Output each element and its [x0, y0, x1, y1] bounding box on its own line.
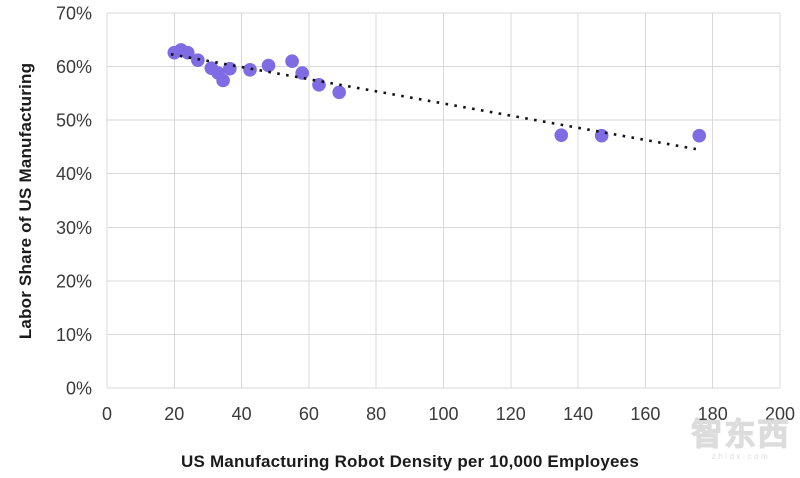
x-tick-label: 200 — [765, 404, 795, 424]
data-point — [295, 66, 309, 80]
x-tick-label: 100 — [428, 404, 458, 424]
data-point — [332, 85, 346, 100]
y-tick-label: 0% — [66, 379, 92, 399]
y-tick-label: 40% — [56, 164, 92, 184]
x-tick-label: 80 — [366, 404, 386, 424]
data-point — [285, 54, 299, 69]
y-tick-label: 10% — [56, 325, 92, 345]
x-tick-label: 20 — [164, 404, 184, 424]
x-axis-title: US Manufacturing Robot Density per 10,00… — [181, 452, 639, 471]
y-tick-label: 20% — [56, 271, 92, 291]
x-tick-label: 40 — [232, 404, 252, 424]
x-tick-label: 140 — [563, 404, 593, 424]
x-tick-label: 0 — [102, 404, 112, 424]
x-tick-label: 180 — [698, 404, 728, 424]
x-tick-label: 60 — [299, 404, 319, 424]
data-point — [216, 73, 230, 88]
y-tick-label: 60% — [56, 57, 92, 77]
data-point — [243, 62, 257, 77]
data-point — [692, 128, 707, 143]
y-tick-label: 30% — [56, 218, 92, 238]
data-point — [261, 58, 276, 73]
x-tick-label: 160 — [630, 404, 660, 424]
y-tick-label: 70% — [56, 4, 92, 24]
data-point — [180, 45, 195, 60]
x-tick-label: 120 — [496, 404, 526, 424]
data-point — [554, 128, 569, 142]
y-axis-title: Labor Share of US Manufacturing — [16, 62, 35, 340]
y-tick-label: 50% — [56, 111, 92, 131]
